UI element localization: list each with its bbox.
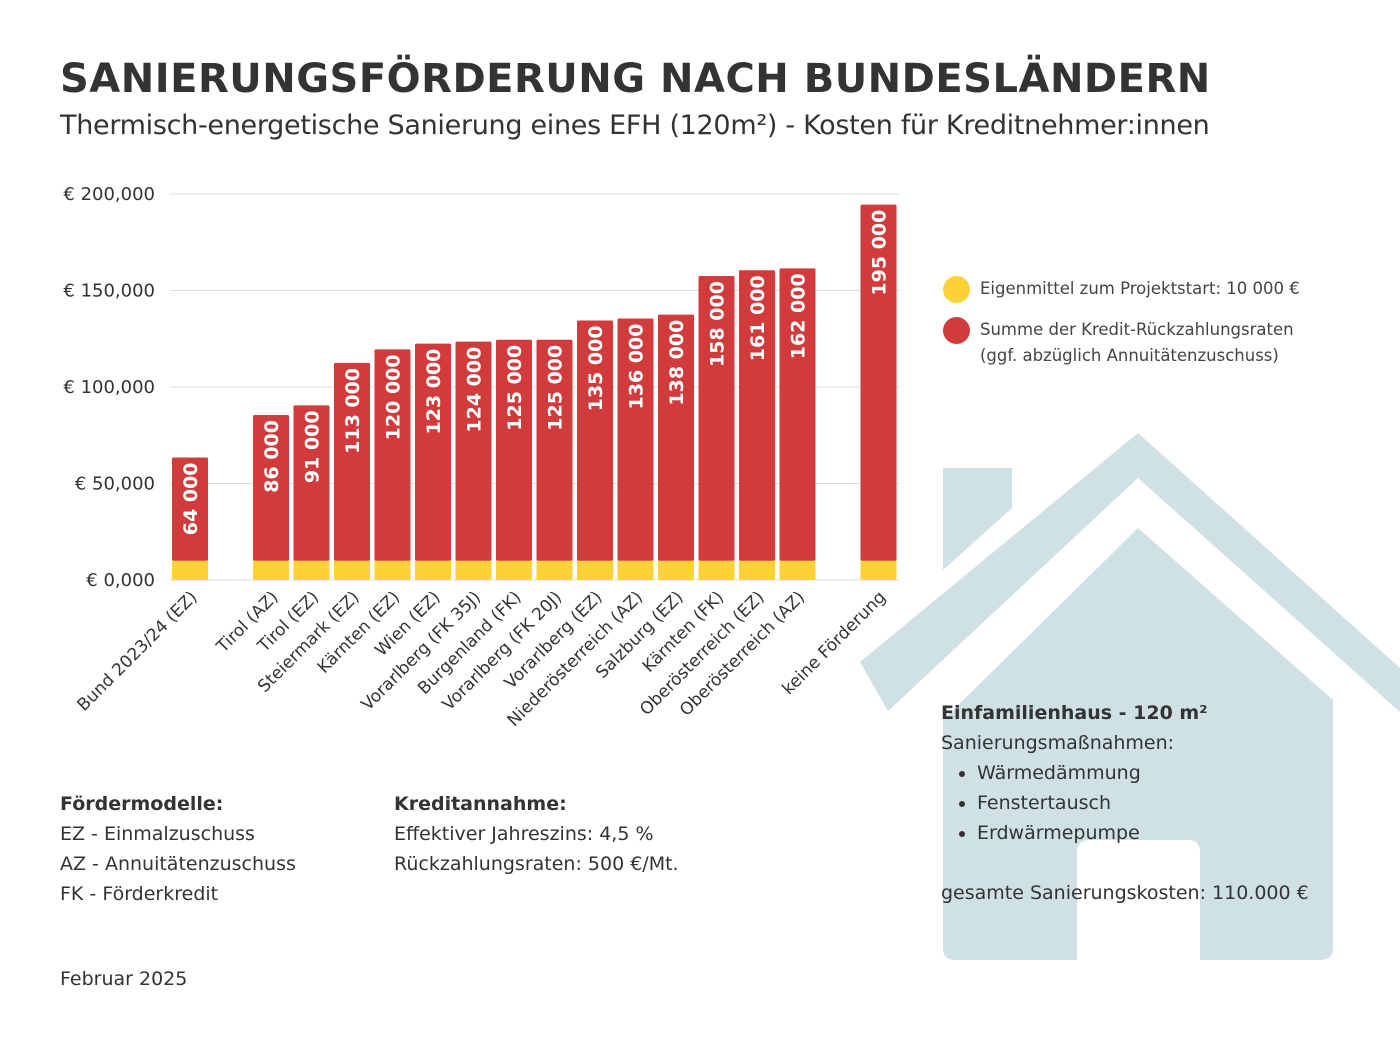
bar-value-label: 161 000 <box>747 275 769 361</box>
bar-value-label: 125 000 <box>504 345 526 431</box>
house-body <box>943 528 1333 960</box>
bar-value-label: 64 000 <box>180 462 202 535</box>
kredit-item: Effektiver Jahreszins: 4,5 % <box>394 823 654 845</box>
bar-eigenmittel <box>334 560 370 580</box>
y-tick-label: € 150,000 <box>63 281 155 302</box>
bar-eigenmittel <box>698 560 735 580</box>
bar-value-label: 158 000 <box>707 281 729 367</box>
y-tick-label: € 50,000 <box>75 474 155 495</box>
bar-eigenmittel <box>658 560 694 580</box>
bar-kredit <box>374 349 411 561</box>
model-item: AZ - Annuitätenzuschuss <box>60 853 296 875</box>
bar-eigenmittel <box>496 560 532 580</box>
bar-value-label: 138 000 <box>666 320 688 406</box>
house-info: Einfamilienhaus - 120 m² Sanierungsmaßna… <box>941 698 1309 908</box>
bar-value-label: 91 000 <box>302 410 324 483</box>
foerdermodelle: Fördermodelle: EZ - Einmalzuschuss AZ - … <box>60 789 296 909</box>
bar-value-label: 136 000 <box>626 324 648 410</box>
bar-value-label: 123 000 <box>423 349 445 435</box>
legend-item-eigenmittel: Eigenmittel zum Projektstart: 10 000 € <box>943 276 1300 303</box>
bar-eigenmittel <box>577 560 613 580</box>
red-dot-icon <box>943 317 970 344</box>
bar-kredit <box>698 276 735 561</box>
yellow-dot-icon <box>943 276 970 303</box>
bar-eigenmittel <box>374 560 411 580</box>
measure-item: Wärmedämmung <box>977 758 1309 788</box>
measure-item: Erdwärmepumpe <box>977 818 1309 848</box>
bar-value-label: 120 000 <box>383 354 405 440</box>
bar-eigenmittel <box>455 560 492 580</box>
legend-label: Eigenmittel zum Projektstart: 10 000 € <box>980 279 1300 298</box>
bar-value-label: 195 000 <box>869 210 891 296</box>
house-chimney <box>943 468 1012 570</box>
bar-kredit <box>779 268 816 561</box>
bar-value-label: 135 000 <box>585 325 607 411</box>
bar-eigenmittel <box>860 560 897 580</box>
bar-kredit <box>617 318 654 561</box>
bar-eigenmittel <box>536 560 573 580</box>
y-tick-label: € 0,000 <box>86 570 155 591</box>
bar-kredit <box>334 362 370 561</box>
bar-kredit <box>577 320 613 561</box>
kreditannahme: Kreditannahme: Effektiver Jahreszins: 4,… <box>394 789 679 879</box>
x-tick-label: Bund 2023/24 (EZ) <box>73 587 201 715</box>
bar-kredit <box>253 415 289 561</box>
bar-eigenmittel <box>293 560 330 580</box>
bar-kredit <box>658 314 694 561</box>
bar-kredit <box>293 405 330 561</box>
bar-eigenmittel <box>779 560 816 580</box>
bar-kredit <box>415 343 451 561</box>
bar-value-label: 113 000 <box>342 368 364 454</box>
bar-eigenmittel <box>617 560 654 580</box>
bar-kredit <box>739 270 775 561</box>
model-item: EZ - Einmalzuschuss <box>60 823 255 845</box>
date-label: Februar 2025 <box>60 968 188 990</box>
legend-label: Summe der Kredit-Rückzahlungsraten (ggf. … <box>980 320 1294 365</box>
bar-eigenmittel <box>415 560 451 580</box>
y-tick-label: € 100,000 <box>63 377 155 398</box>
house-heading: Einfamilienhaus - 120 m² <box>941 702 1208 724</box>
kredit-heading: Kreditannahme: <box>394 793 567 815</box>
bar-value-label: 125 000 <box>545 345 567 431</box>
bar-kredit <box>536 339 573 561</box>
chart-title: SANIERUNGSFÖRDERUNG NACH BUNDESLÄNDERN <box>60 56 1211 102</box>
legend: Eigenmittel zum Projektstart: 10 000 € S… <box>943 276 1300 369</box>
bar-eigenmittel <box>253 560 289 580</box>
y-tick-label: € 200,000 <box>63 184 155 205</box>
measures-list: Wärmedämmung Fenstertausch Erdwärmepumpe <box>941 758 1309 848</box>
bar-kredit <box>496 339 532 561</box>
bar-kredit <box>860 204 897 561</box>
bar-value-label: 162 000 <box>788 273 810 359</box>
bar-kredit <box>172 457 208 561</box>
model-item: FK - Förderkredit <box>60 883 219 905</box>
bar-value-label: 86 000 <box>261 420 283 493</box>
measure-item: Fenstertausch <box>977 788 1309 818</box>
bar-value-label: 124 000 <box>464 347 486 433</box>
measures-label: Sanierungsmaßnahmen: <box>941 732 1175 754</box>
legend-item-kredit: Summe der Kredit-Rückzahlungsraten (ggf. … <box>943 317 1300 369</box>
kredit-item: Rückzahlungsraten: 500 €/Mt. <box>394 853 679 875</box>
house-roof <box>860 433 1400 712</box>
chart-subtitle: Thermisch-energetische Sanierung eines E… <box>60 110 1210 141</box>
bar-eigenmittel <box>739 560 775 580</box>
bar-eigenmittel <box>172 560 208 580</box>
bar-kredit <box>455 341 492 561</box>
total-cost: gesamte Sanierungskosten: 110.000 € <box>941 882 1309 904</box>
foerdermodelle-heading: Fördermodelle: <box>60 793 224 815</box>
